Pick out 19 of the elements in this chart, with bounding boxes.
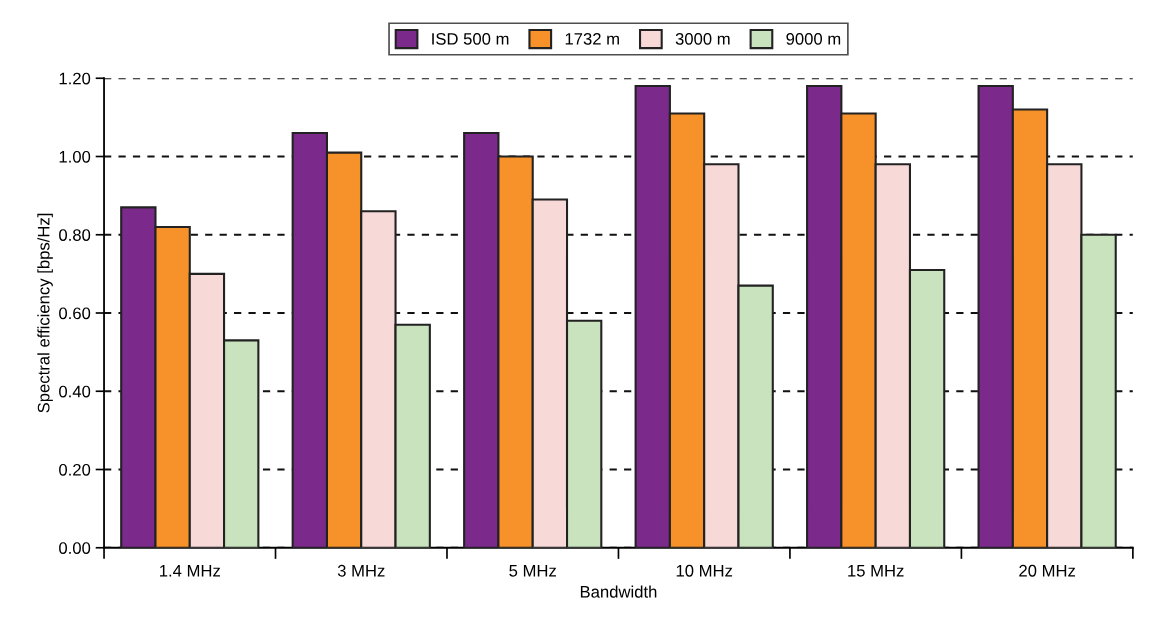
y-tick-label: 1.00 bbox=[59, 150, 91, 163]
x-tick-label: 3 MHz bbox=[337, 564, 385, 577]
x-tick-label: 5 MHz bbox=[509, 565, 556, 577]
y-tick-label: 1.20 bbox=[59, 72, 91, 85]
legend-label: 9000 m bbox=[786, 32, 841, 45]
x-tick-label: 10 MHz bbox=[676, 564, 733, 577]
y-tick-label: 0.80 bbox=[59, 229, 91, 241]
y-tick-label: 0.00 bbox=[59, 542, 91, 554]
x-tick-label: 15 MHz bbox=[848, 565, 904, 577]
legend-label: 1732 m bbox=[565, 32, 619, 45]
x-tick-label: 1.4 MHz bbox=[160, 565, 220, 577]
legend-label: 3000 m bbox=[675, 32, 730, 45]
x-tick-label: 20 MHz bbox=[1019, 564, 1076, 577]
y-tick-label: 0.40 bbox=[59, 385, 91, 398]
y-tick-label: 0.60 bbox=[59, 307, 91, 320]
y-axis-title: Spectral efficiency [bps/Hz] bbox=[37, 213, 53, 413]
x-axis-title: Bandwidth bbox=[580, 585, 657, 598]
y-tick-label: 0.20 bbox=[59, 463, 91, 476]
legend-label: ISD 500 m bbox=[432, 32, 509, 45]
